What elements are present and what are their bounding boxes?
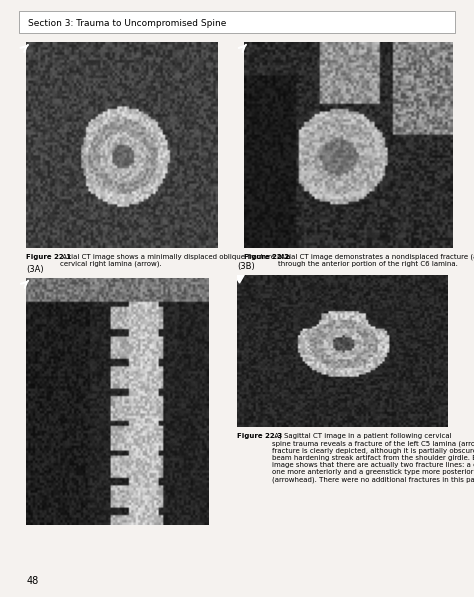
Text: Section 3: Trauma to Uncompromised Spine: Section 3: Trauma to Uncompromised Spine: [28, 19, 227, 28]
Text: A) Sagittal CT image in a patient following cervical
spine trauma reveals a frac: A) Sagittal CT image in a patient follow…: [272, 433, 474, 483]
Text: Axial CT image shows a minimally displaced oblique fracture of a
cervical right : Axial CT image shows a minimally displac…: [60, 254, 291, 267]
Text: (3A): (3A): [26, 265, 44, 274]
Text: Figure 22.1: Figure 22.1: [26, 254, 71, 260]
Text: Figure 22.2: Figure 22.2: [244, 254, 289, 260]
Text: Figure 22.3: Figure 22.3: [237, 433, 282, 439]
Text: Axial CT image demonstrates a nondisplaced fracture (arrow)
through the anterior: Axial CT image demonstrates a nondisplac…: [278, 254, 474, 267]
FancyBboxPatch shape: [19, 11, 455, 33]
Text: 48: 48: [26, 576, 38, 586]
Text: (3B): (3B): [237, 262, 255, 271]
